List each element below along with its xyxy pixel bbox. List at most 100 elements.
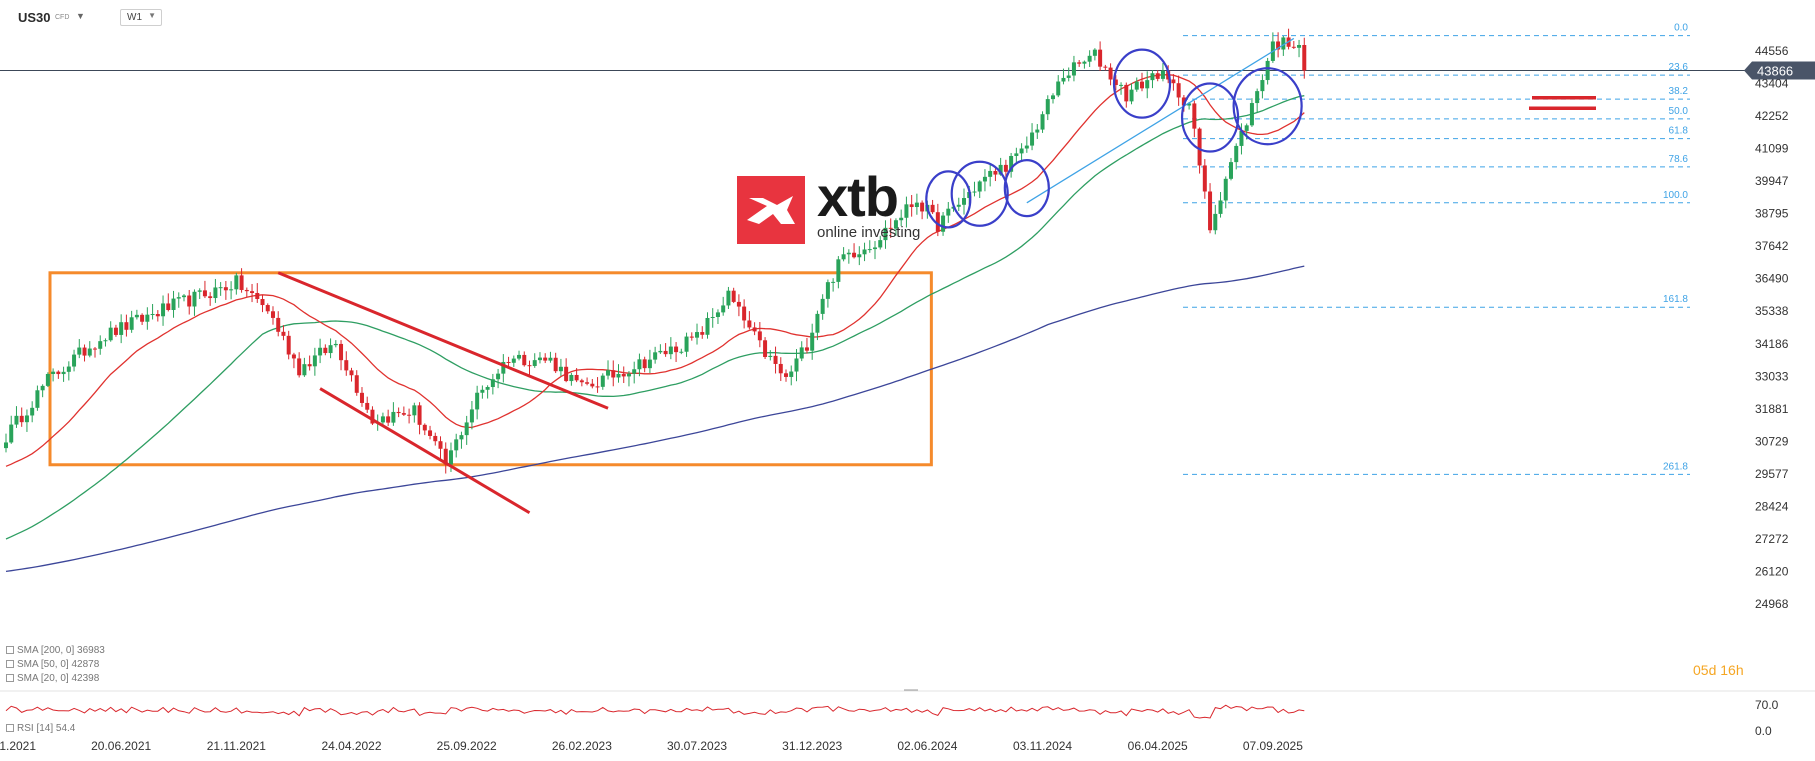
candle-body [1030, 132, 1035, 146]
candle-body [574, 374, 579, 381]
candle-body [187, 295, 192, 307]
candle-body [407, 414, 412, 416]
x-axis-tick: 26.02.2023 [552, 739, 612, 753]
candle [359, 387, 364, 407]
candle-body [1187, 103, 1192, 106]
candle [56, 370, 61, 379]
candle-body [339, 343, 344, 361]
candle [569, 372, 574, 386]
settings-icon[interactable] [6, 646, 14, 654]
candle [993, 168, 998, 182]
settings-icon[interactable] [6, 724, 14, 732]
candle [1098, 41, 1103, 71]
candle [626, 371, 631, 387]
y-axis-tick: 39947 [1755, 174, 1789, 188]
legend-sma50[interactable]: SMA [50, 0] 42878 [6, 659, 99, 670]
candle [574, 368, 579, 383]
x-axis-tick: 17.01.2021 [0, 739, 36, 753]
candle-body [1113, 79, 1118, 86]
candle [475, 385, 480, 420]
candle [1297, 39, 1302, 58]
candle-body [286, 335, 291, 355]
candle-body [129, 317, 134, 330]
y-axis-tick: 29577 [1755, 467, 1789, 481]
candle-body [119, 322, 124, 335]
candle [270, 306, 275, 325]
candle [312, 347, 317, 376]
chevron-down-icon: ▼ [148, 11, 156, 20]
candle [532, 353, 537, 368]
candle [543, 353, 548, 364]
candle [98, 335, 103, 355]
legend-rsi-text: RSI [14] 54.4 [17, 723, 76, 734]
candle [553, 352, 558, 374]
candle-body [428, 430, 433, 436]
candle-body [98, 341, 103, 349]
symbol-label[interactable]: US30 [18, 10, 51, 25]
legend-sma20[interactable]: SMA [20, 0] 42398 [6, 673, 99, 684]
candle [14, 406, 19, 428]
candle-body [448, 450, 453, 465]
candle [1291, 41, 1296, 49]
candle [804, 337, 809, 354]
candle-body [831, 281, 836, 283]
legend-rsi[interactable]: RSI [14] 54.4 [6, 723, 75, 734]
candle [1092, 48, 1097, 61]
candle-body [867, 249, 872, 251]
candle-body [35, 390, 40, 408]
candle-body [490, 379, 495, 388]
legend-sma50-text: SMA [50, 0] 42878 [17, 659, 100, 670]
candle [407, 408, 412, 424]
candle [155, 310, 160, 322]
candle [721, 296, 726, 316]
candle-body [140, 314, 145, 322]
candle [794, 349, 799, 382]
candle [1234, 143, 1239, 170]
candle-body [1103, 66, 1108, 68]
settings-icon[interactable] [6, 660, 14, 668]
candle [668, 337, 673, 360]
candle [40, 384, 45, 398]
candle-body [998, 164, 1003, 175]
candle [365, 396, 370, 413]
candle [87, 341, 92, 358]
chevron-down-icon[interactable]: ▼ [76, 11, 85, 21]
candle [1192, 100, 1197, 138]
candle-body [857, 254, 862, 258]
candle [1082, 60, 1087, 69]
candle-body [1234, 145, 1239, 163]
candle [4, 433, 8, 453]
settings-icon[interactable] [6, 674, 14, 682]
candle-body [464, 422, 469, 436]
current-price-label: 43866 [1757, 63, 1793, 78]
candle [307, 355, 312, 371]
candle-body [941, 215, 946, 232]
candle [171, 290, 176, 318]
candle [930, 199, 935, 214]
legend-sma200[interactable]: SMA [200, 0] 36983 [6, 645, 105, 656]
candle [893, 218, 898, 236]
candle-body [1291, 46, 1296, 48]
candle [297, 352, 302, 378]
candle [511, 355, 516, 367]
candle-body [1155, 73, 1160, 79]
candle-body [365, 402, 370, 410]
candle-body [647, 359, 652, 369]
candle [1260, 74, 1265, 99]
candle-body [422, 424, 427, 431]
candle [1239, 123, 1244, 155]
candle [61, 366, 66, 382]
candle [647, 349, 652, 373]
candle-body [239, 275, 244, 290]
candle-body [1139, 81, 1144, 89]
candle [119, 314, 124, 344]
timeframe-select[interactable]: W1 ▼ [120, 9, 162, 26]
candle-body [962, 198, 967, 205]
candle [92, 347, 97, 358]
candle [333, 340, 338, 348]
candle-body [1239, 130, 1244, 146]
candle [108, 321, 113, 342]
candle [229, 281, 234, 300]
candle [1009, 152, 1014, 178]
